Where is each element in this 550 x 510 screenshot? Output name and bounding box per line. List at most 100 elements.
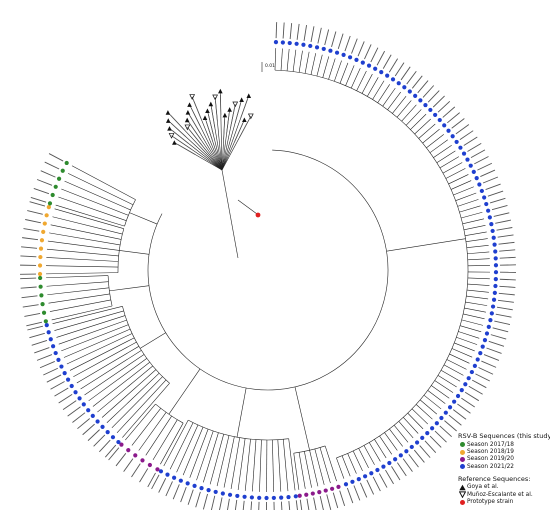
tip-marker (478, 351, 483, 356)
tip-label-mark (151, 474, 160, 490)
tip-marker (447, 405, 453, 410)
tip-marker (264, 495, 269, 501)
tip-label-mark (288, 501, 291, 510)
tip-marker (484, 201, 489, 207)
tip-marker (334, 50, 340, 55)
blue-circle-icon (460, 464, 465, 470)
reference-label-mark (190, 108, 201, 127)
tip-label-mark (219, 497, 223, 510)
tip-label-mark (455, 124, 470, 135)
reference-label-mark (223, 119, 226, 140)
reference-label-mark (189, 115, 201, 134)
green-circle-icon (460, 442, 465, 448)
tip-label-mark (22, 304, 39, 308)
reference-label-mark (189, 122, 202, 140)
tip-marker (40, 301, 45, 307)
tip-marker (493, 270, 499, 275)
tip-label-mark (180, 486, 187, 503)
tip-marker (468, 163, 473, 168)
tip-marker (461, 151, 467, 156)
tip-label-mark (25, 219, 41, 224)
tip-marker (450, 134, 455, 139)
tip-label-mark (275, 22, 278, 39)
tip-marker (178, 478, 183, 483)
tip-label-mark (461, 397, 475, 408)
tip-label-mark (442, 106, 456, 118)
tip-label-mark (27, 325, 43, 331)
tip-marker (385, 73, 390, 78)
tip-marker (458, 145, 463, 150)
tip-label-mark (419, 445, 431, 458)
tip-label-mark (408, 454, 419, 468)
tip-marker (43, 319, 48, 324)
tip-marker (90, 413, 95, 419)
tip-marker (369, 471, 374, 476)
tip-marker (242, 494, 247, 499)
tip-marker (293, 494, 298, 499)
tip-marker (455, 393, 461, 399)
tip-label-mark (21, 246, 38, 249)
tip-label-mark (452, 409, 467, 420)
tip-label-mark (470, 149, 486, 159)
tip-marker (356, 477, 361, 482)
tip-marker (390, 77, 396, 82)
tip-label-mark (48, 153, 64, 162)
tip-label-mark (499, 249, 516, 252)
tip-marker (227, 492, 233, 497)
tip-label-mark (30, 197, 47, 203)
legend-item-goya: Goya et al. (458, 484, 548, 491)
tip-label-mark (385, 469, 394, 485)
tip-label-mark (496, 227, 513, 231)
tip-marker (414, 440, 420, 445)
tip-label-mark (382, 54, 392, 69)
tip-label-mark (331, 31, 337, 47)
tip-label-mark (497, 299, 514, 303)
tip-marker (199, 486, 204, 491)
tip-label-mark (482, 176, 499, 184)
tip-marker (86, 408, 91, 413)
tip-label-mark (310, 26, 315, 43)
tip-label-mark (499, 285, 516, 288)
tip-label-mark (448, 414, 462, 426)
reference-marker (168, 133, 175, 139)
tip-label-mark (339, 490, 346, 506)
reference-label-mark (239, 119, 250, 138)
tip-marker (474, 176, 479, 181)
legend-item-season-2021-22: Season 2021/22 (458, 463, 548, 470)
tip-label-mark (437, 100, 451, 113)
reference-label-mark (230, 108, 235, 128)
reference-label-mark (172, 130, 189, 144)
tip-marker (321, 46, 326, 52)
tip-marker (442, 123, 447, 128)
tip-label-mark (210, 495, 216, 510)
tip-label-mark (87, 429, 100, 441)
tip-label-mark (491, 205, 508, 211)
tip-marker (341, 52, 346, 58)
tip-label-mark (394, 62, 405, 77)
tip-marker (491, 235, 496, 240)
tip-marker (206, 488, 211, 493)
tip-label-mark (67, 406, 81, 417)
tip-label-mark (467, 142, 482, 152)
tip-label-mark (282, 22, 285, 39)
tip-label-mark (444, 420, 457, 432)
tip-marker (44, 213, 49, 218)
tip-marker (37, 263, 43, 268)
reference-label-mark (234, 103, 241, 123)
reference-marker (212, 94, 218, 101)
tip-label-mark (422, 85, 435, 98)
tip-marker (165, 472, 170, 477)
tip-label-mark (477, 162, 493, 171)
tip-label-mark (378, 473, 388, 488)
tip-marker (491, 297, 497, 302)
tip-label-mark (471, 379, 487, 389)
tip-marker (452, 399, 457, 404)
tip-label-mark (488, 340, 505, 347)
tip-marker (294, 41, 299, 46)
tip-label-mark (123, 458, 134, 472)
tip-marker (486, 324, 491, 329)
tip-label-mark (29, 201, 46, 207)
tip-marker (472, 363, 477, 368)
tip-marker (38, 254, 43, 260)
orange-circle-icon (460, 449, 465, 455)
